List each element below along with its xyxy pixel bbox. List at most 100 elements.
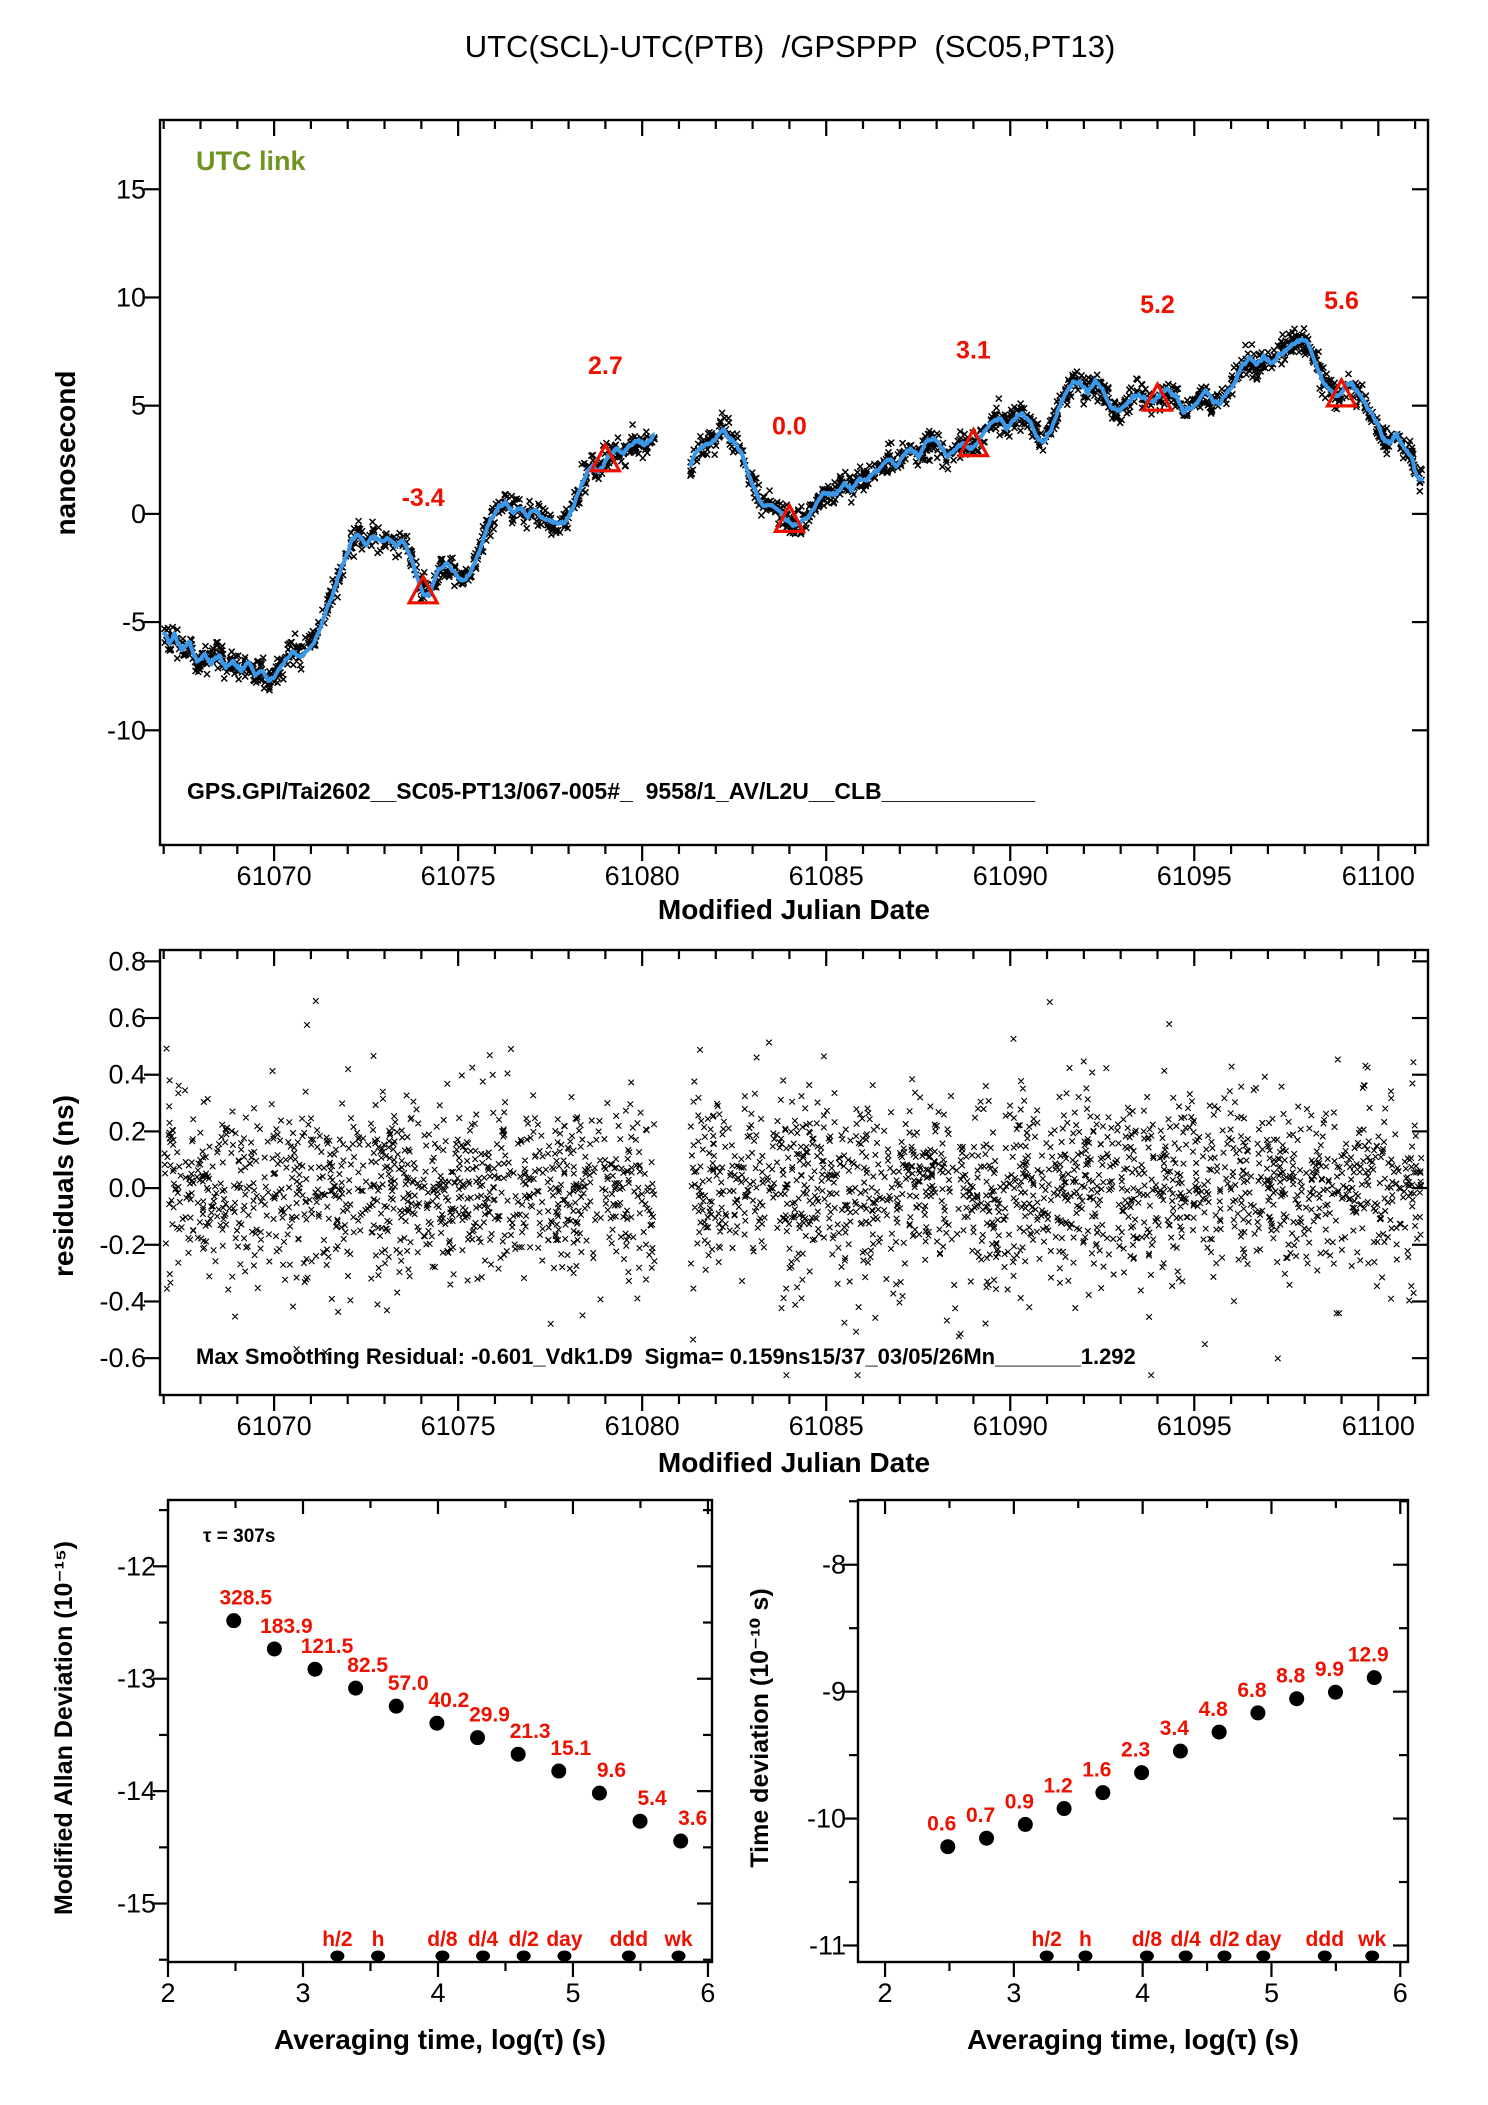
svg-text:0.2: 0.2 — [108, 1116, 146, 1146]
svg-text:61100: 61100 — [1342, 861, 1415, 891]
svg-text:0.6: 0.6 — [927, 1813, 956, 1836]
svg-text:21.3: 21.3 — [510, 1720, 551, 1743]
svg-text:82.5: 82.5 — [347, 1654, 388, 1677]
svg-text:-10: -10 — [807, 1804, 846, 1834]
svg-text:57.0: 57.0 — [388, 1672, 429, 1695]
svg-text:5.2: 5.2 — [1140, 291, 1175, 319]
svg-text:61070: 61070 — [237, 1411, 312, 1441]
svg-text:6.8: 6.8 — [1237, 1679, 1267, 1702]
svg-text:5: 5 — [565, 1978, 580, 2008]
svg-text:h/2: h/2 — [1032, 1928, 1062, 1951]
svg-text:8.8: 8.8 — [1276, 1665, 1306, 1688]
svg-text:-8: -8 — [822, 1550, 846, 1580]
svg-text:4: 4 — [1135, 1978, 1150, 2008]
utc-link-label: UTC link — [196, 146, 306, 176]
svg-text:-0.2: -0.2 — [99, 1230, 146, 1260]
svg-text:1.6: 1.6 — [1082, 1759, 1111, 1782]
page-title: UTC(SCL)-UTC(PTB) /GPSPPP (SC05,PT13) — [464, 29, 1116, 64]
svg-text:61095: 61095 — [1157, 1411, 1232, 1441]
svg-text:-13: -13 — [117, 1664, 156, 1694]
svg-text:61090: 61090 — [973, 861, 1048, 891]
svg-text:12.9: 12.9 — [1348, 1644, 1389, 1667]
svg-text:61085: 61085 — [789, 1411, 864, 1441]
svg-text:10: 10 — [116, 282, 146, 312]
svg-text:-11: -11 — [809, 1931, 846, 1961]
svg-text:4: 4 — [430, 1978, 445, 2008]
svg-text:0.0: 0.0 — [108, 1173, 146, 1203]
svg-text:0: 0 — [131, 499, 146, 529]
svg-text:3.6: 3.6 — [678, 1807, 707, 1830]
top-chart-ylabel: nanosecond — [50, 370, 81, 536]
svg-text:2.3: 2.3 — [1121, 1739, 1150, 1762]
svg-text:day: day — [1245, 1928, 1282, 1951]
svg-text:d/8: d/8 — [1132, 1928, 1163, 1951]
svg-text:15.1: 15.1 — [550, 1737, 591, 1760]
svg-text:h: h — [372, 1928, 385, 1951]
svg-text:3.4: 3.4 — [1160, 1717, 1190, 1740]
top-chart-xlabel: Modified Julian Date — [657, 894, 931, 925]
svg-text:ddd: ddd — [610, 1928, 648, 1951]
residual-chart-ylabel: residuals (ns) — [48, 1094, 79, 1278]
tdev-chart-ylabel: Time deviation (10⁻¹⁰ s) — [746, 1588, 774, 1868]
tdev-chart-xlabel: Averaging time, log(τ) (s) — [967, 2024, 1299, 2055]
residual-chart-annotation: Max Smoothing Residual: -0.601_Vdk1.D9 S… — [196, 1344, 1136, 1369]
svg-text:0.8: 0.8 — [108, 946, 146, 976]
svg-text:wk: wk — [1357, 1928, 1386, 1951]
svg-text:d/2: d/2 — [509, 1928, 539, 1951]
svg-text:5.4: 5.4 — [637, 1787, 667, 1810]
svg-text:1.2: 1.2 — [1043, 1775, 1072, 1798]
svg-text:15: 15 — [116, 174, 146, 204]
svg-text:0.9: 0.9 — [1005, 1790, 1034, 1813]
svg-text:3: 3 — [1006, 1978, 1021, 2008]
top-chart-annotation: GPS.GPI/Tai2602__SC05-PT13/067-005#_ 955… — [187, 778, 1036, 804]
svg-text:d/2: d/2 — [1209, 1928, 1239, 1951]
svg-text:d/4: d/4 — [1171, 1928, 1202, 1951]
svg-text:-9: -9 — [822, 1677, 846, 1707]
svg-text:0.4: 0.4 — [108, 1060, 146, 1090]
svg-text:d/8: d/8 — [427, 1928, 458, 1951]
svg-text:183.9: 183.9 — [260, 1615, 313, 1638]
svg-text:-3.4: -3.4 — [402, 484, 445, 512]
residual-chart-xlabel: Modified Julian Date — [657, 1447, 931, 1478]
svg-text:61095: 61095 — [1157, 861, 1232, 891]
mdev-chart-tau-annotation: τ = 307s — [203, 1526, 276, 1547]
mdev-chart-ylabel: Modified Allan Deviation (10⁻¹⁵) — [50, 1540, 78, 1916]
mdev-chart-xlabel: Averaging time, log(τ) (s) — [274, 2024, 606, 2055]
svg-text:h/2: h/2 — [322, 1928, 352, 1951]
svg-text:121.5: 121.5 — [301, 1635, 354, 1658]
svg-text:61075: 61075 — [421, 1411, 496, 1441]
svg-text:61090: 61090 — [973, 1411, 1048, 1441]
svg-text:29.9: 29.9 — [469, 1704, 510, 1727]
svg-text:5: 5 — [1264, 1978, 1279, 2008]
svg-text:0.6: 0.6 — [108, 1003, 146, 1033]
svg-text:0.7: 0.7 — [966, 1804, 995, 1827]
svg-text:-5: -5 — [122, 607, 146, 637]
svg-text:5.6: 5.6 — [1324, 287, 1359, 315]
svg-text:ddd: ddd — [1306, 1928, 1344, 1951]
svg-text:5: 5 — [131, 391, 146, 421]
svg-text:328.5: 328.5 — [219, 1587, 272, 1610]
svg-text:61100: 61100 — [1342, 1411, 1415, 1441]
svg-text:2: 2 — [160, 1978, 175, 2008]
svg-text:2.7: 2.7 — [588, 352, 623, 380]
svg-text:61070: 61070 — [237, 861, 312, 891]
svg-text:-14: -14 — [117, 1776, 156, 1806]
svg-text:6: 6 — [700, 1978, 715, 2008]
svg-text:-12: -12 — [117, 1551, 156, 1581]
svg-text:-10: -10 — [107, 715, 146, 745]
svg-text:d/4: d/4 — [468, 1928, 499, 1951]
svg-text:61080: 61080 — [605, 861, 680, 891]
svg-text:wk: wk — [664, 1928, 693, 1951]
svg-text:6: 6 — [1393, 1978, 1408, 2008]
svg-text:3: 3 — [295, 1978, 310, 2008]
svg-text:9.9: 9.9 — [1315, 1658, 1344, 1681]
svg-text:-15: -15 — [117, 1889, 156, 1919]
svg-text:61085: 61085 — [789, 861, 864, 891]
svg-text:61075: 61075 — [421, 861, 496, 891]
svg-text:61080: 61080 — [605, 1411, 680, 1441]
svg-text:3.1: 3.1 — [956, 337, 991, 365]
svg-text:h: h — [1079, 1928, 1092, 1951]
svg-text:4.8: 4.8 — [1199, 1698, 1229, 1721]
